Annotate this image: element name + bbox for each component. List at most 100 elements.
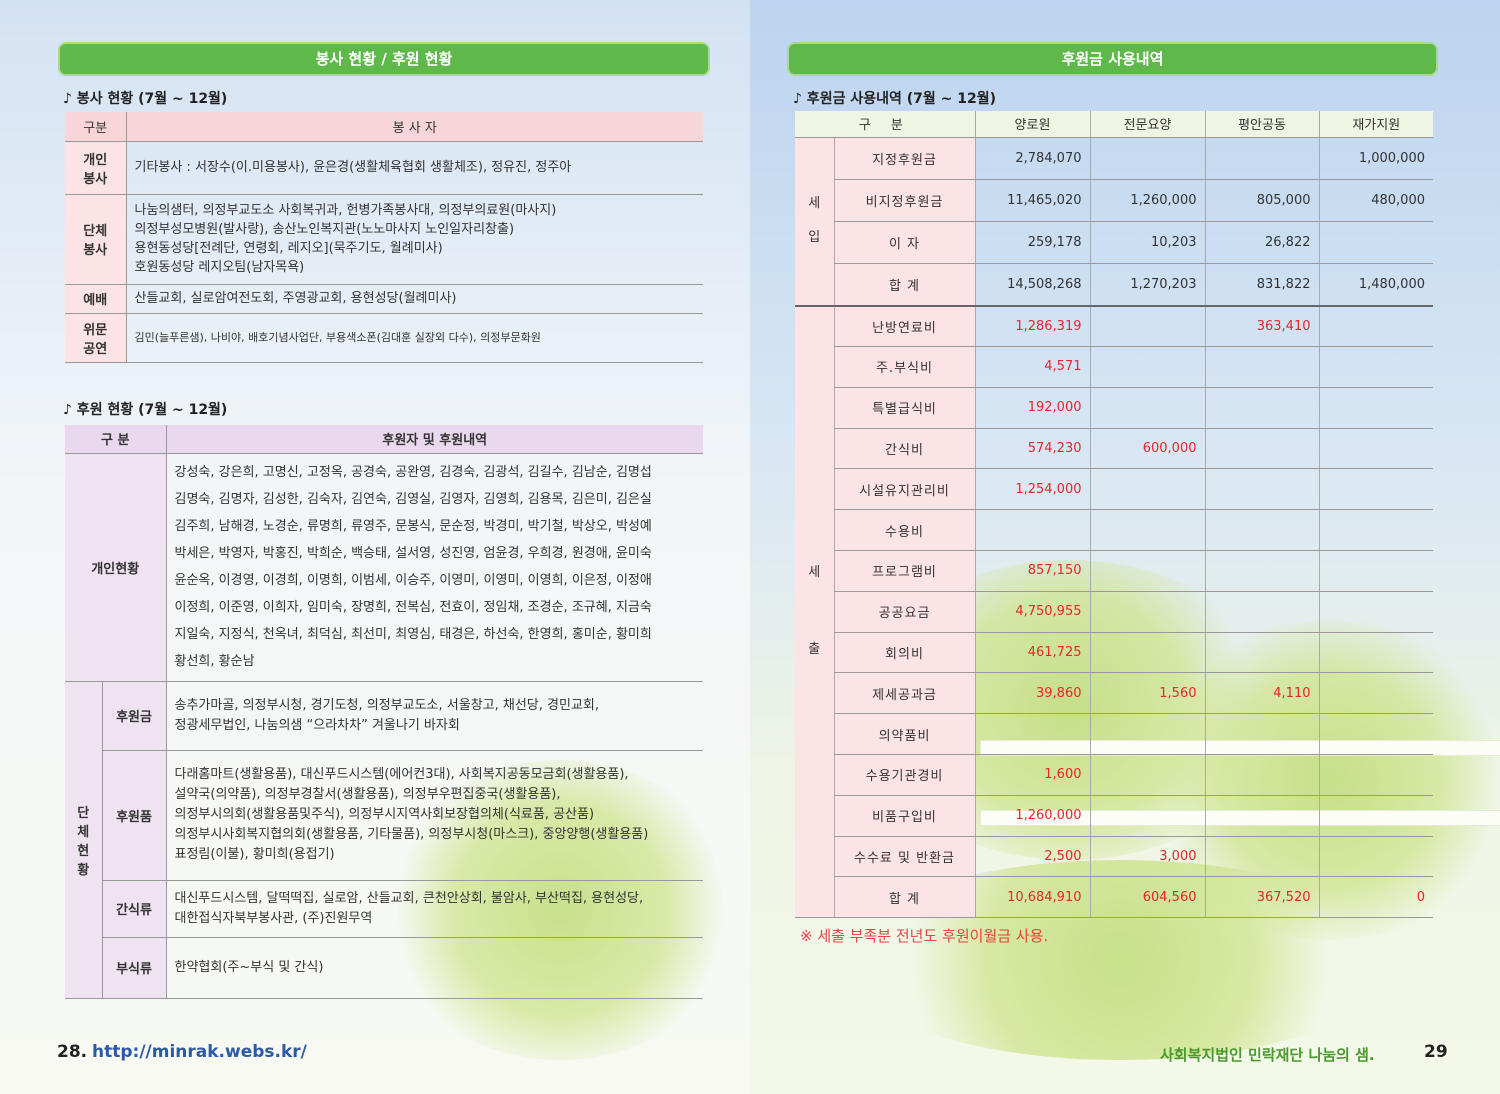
- table-row: 수용비: [795, 509, 1433, 552]
- table-row: 세 입 지정후원금 2,784,070 1,000,000: [795, 137, 1433, 307]
- section-heading: ♪ 후원 현황 (7월 ~ 12월): [63, 402, 228, 418]
- value-cell: [1204, 428, 1319, 470]
- banner: 후원금 사용내역: [787, 42, 1438, 76]
- value-cell: [1089, 713, 1205, 756]
- note: ※ 세출 부족분 전년도 후원이월금 사용.: [800, 927, 1049, 945]
- row-label: 비지정후원금: [833, 179, 975, 222]
- value-cell: [1089, 795, 1205, 837]
- value-cell: [1318, 428, 1433, 470]
- row-label: 수수료 및 반환금: [833, 836, 975, 878]
- header-cell: 구 분: [795, 111, 975, 138]
- value-cell: 14,508,268: [974, 263, 1090, 307]
- value-cell: 10,203: [1089, 221, 1205, 265]
- row-label: 지정후원금: [833, 137, 975, 180]
- label-char: 세: [808, 565, 821, 581]
- text-line: 김명숙, 김명자, 김성한, 김숙자, 김연숙, 김영실, 김영자, 김영희, …: [174, 492, 652, 507]
- value-cell: [1318, 305, 1433, 348]
- row-body: 다래홈마트(생활용품), 대신푸드시스템(에어컨3대), 사회복지공동모금회(생…: [165, 750, 704, 881]
- value-cell: 1,600: [974, 754, 1090, 796]
- table-row: 단 체 현 황 후원금 송추가마골, 의정부시청, 경기도청, 의정부교도소, 서울창고,…: [65, 681, 704, 999]
- label-char: 입: [808, 230, 821, 246]
- table-row: 의약품비: [795, 713, 1433, 756]
- value-cell: [1318, 221, 1433, 265]
- banner: 봉사 현황 / 후원 현황: [58, 42, 710, 76]
- header-cell: 양로원: [974, 111, 1090, 138]
- table-row: 간식류 대신푸드시스템, 달떡떡집, 실로암, 산들교회, 큰천안상회, 불암사,…: [65, 880, 704, 938]
- value-cell: [1318, 468, 1433, 511]
- value-cell: 2,500: [974, 836, 1090, 878]
- value-cell: 1,480,000: [1318, 263, 1433, 307]
- value-cell: 11,465,020: [974, 179, 1090, 222]
- value-cell: 192,000: [974, 387, 1090, 429]
- row-label: 개인 봉사: [65, 141, 126, 195]
- value-cell: 1,260,000: [974, 795, 1090, 837]
- row-label: 합 계: [833, 876, 975, 919]
- row-label: 이 자: [833, 221, 975, 265]
- table-row: 부식류 한약협회(주~부식 및 간식): [65, 937, 704, 999]
- table-row: 회의비 461,725: [795, 632, 1433, 674]
- value-cell: 3,000: [1089, 836, 1205, 878]
- label-line: 위문: [83, 322, 108, 338]
- page-number: 29: [1424, 1042, 1448, 1062]
- value-cell: 1,560: [1089, 672, 1205, 715]
- label-char: 단: [77, 805, 90, 821]
- text-line: 의정부시사회복지협의회(생활용품, 기타물품), 의정부시청(마스크), 중앙양…: [174, 827, 649, 842]
- value-cell: [1204, 836, 1319, 878]
- value-cell: 39,860: [974, 672, 1090, 715]
- table-row: 합 계 14,508,268 1,270,203 831,822 1,480,000: [795, 263, 1433, 307]
- value-cell: [1318, 672, 1433, 715]
- section-heading: ♪ 후원금 사용내역 (7월 ~ 12월): [793, 91, 996, 107]
- text-line: 호원동성당 레지오팀(남자목욕): [134, 260, 305, 275]
- value-cell: [1204, 550, 1319, 592]
- value-cell: [1204, 346, 1319, 388]
- value-cell: [1204, 591, 1319, 633]
- row-label: 후원금: [101, 681, 167, 751]
- value-cell: [1318, 754, 1433, 796]
- value-cell: [1318, 713, 1433, 756]
- text-line: 김주희, 남해경, 노경순, 류명희, 류영주, 문봉식, 문순정, 박경미, …: [174, 519, 652, 534]
- header-row: 구분 봉 사 자: [65, 112, 703, 142]
- value-cell: [974, 713, 1090, 756]
- value-cell: [1089, 387, 1205, 429]
- value-cell: [1204, 509, 1319, 552]
- label-line: 단체: [83, 224, 108, 239]
- row-body: 산들교회, 실로암여전도회, 주영광교회, 용현성당(월례미사): [125, 284, 703, 314]
- value-cell: 259,178: [974, 221, 1090, 265]
- value-cell: [1318, 632, 1433, 674]
- value-cell: 857,150: [974, 550, 1090, 592]
- table-row: 간식비 574,230 600,000: [795, 428, 1433, 470]
- value-cell: [974, 509, 1090, 552]
- text-line: 대신푸드시스템, 달떡떡집, 실로암, 산들교회, 큰천안상회, 불암사, 부산…: [174, 890, 644, 906]
- row-label: 수용비: [833, 509, 975, 552]
- url: http://minrak.webs.kr/: [92, 1042, 307, 1062]
- value-cell: 600,000: [1089, 428, 1205, 470]
- header-cell: 구분: [65, 112, 126, 142]
- value-cell: 480,000: [1318, 179, 1433, 222]
- row-body: 한약협회(주~부식 및 간식): [165, 937, 704, 999]
- table-row: 단체 봉사 나눔의샘터, 의정부교도소 사회복귀과, 헌병가족봉사대, 의정부의료원…: [65, 194, 703, 285]
- table-row: 비품구입비 1,260,000: [795, 795, 1433, 837]
- section-heading: ♪ 봉사 현황 (7월 ~ 12월): [63, 91, 228, 107]
- table-row: 개인현황 강성숙, 강은희, 고명신, 고정옥, 공경숙, 공완영, 김경숙, 김…: [65, 453, 704, 682]
- value-cell: [1204, 632, 1319, 674]
- table-row: 수용기관경비 1,600: [795, 754, 1433, 796]
- text-line: 용현동성당[전례단, 연령회, 레지오](묵주기도, 월례미사): [134, 241, 443, 256]
- text-line: 윤순옥, 이경영, 이경희, 이명희, 이범세, 이승주, 이영미, 이영미, …: [174, 573, 652, 588]
- publisher: 사회복지법인 민락재단 나눔의 샘.: [1160, 1046, 1375, 1064]
- row-label: 부식류: [101, 937, 167, 999]
- label-line: 개인: [83, 152, 108, 168]
- value-cell: 1,270,203: [1089, 263, 1205, 307]
- row-label: 난방연료비: [833, 305, 975, 348]
- row-label: 예배: [65, 284, 126, 314]
- label-char: 출: [808, 642, 821, 658]
- page-number: 28.: [57, 1042, 88, 1062]
- value-cell: [1089, 632, 1205, 674]
- label-line: 공연: [83, 341, 108, 357]
- text-line: 송추가마골, 의정부시청, 경기도청, 의정부교도소, 서울창고, 채선당, 경…: [174, 697, 599, 713]
- value-cell: [1089, 305, 1205, 348]
- table-row: 개인 봉사 기타봉사 : 서장수(이.미용봉사), 윤은경(생활체육협회 생활체조)…: [65, 141, 703, 195]
- value-cell: 2,784,070: [974, 137, 1090, 180]
